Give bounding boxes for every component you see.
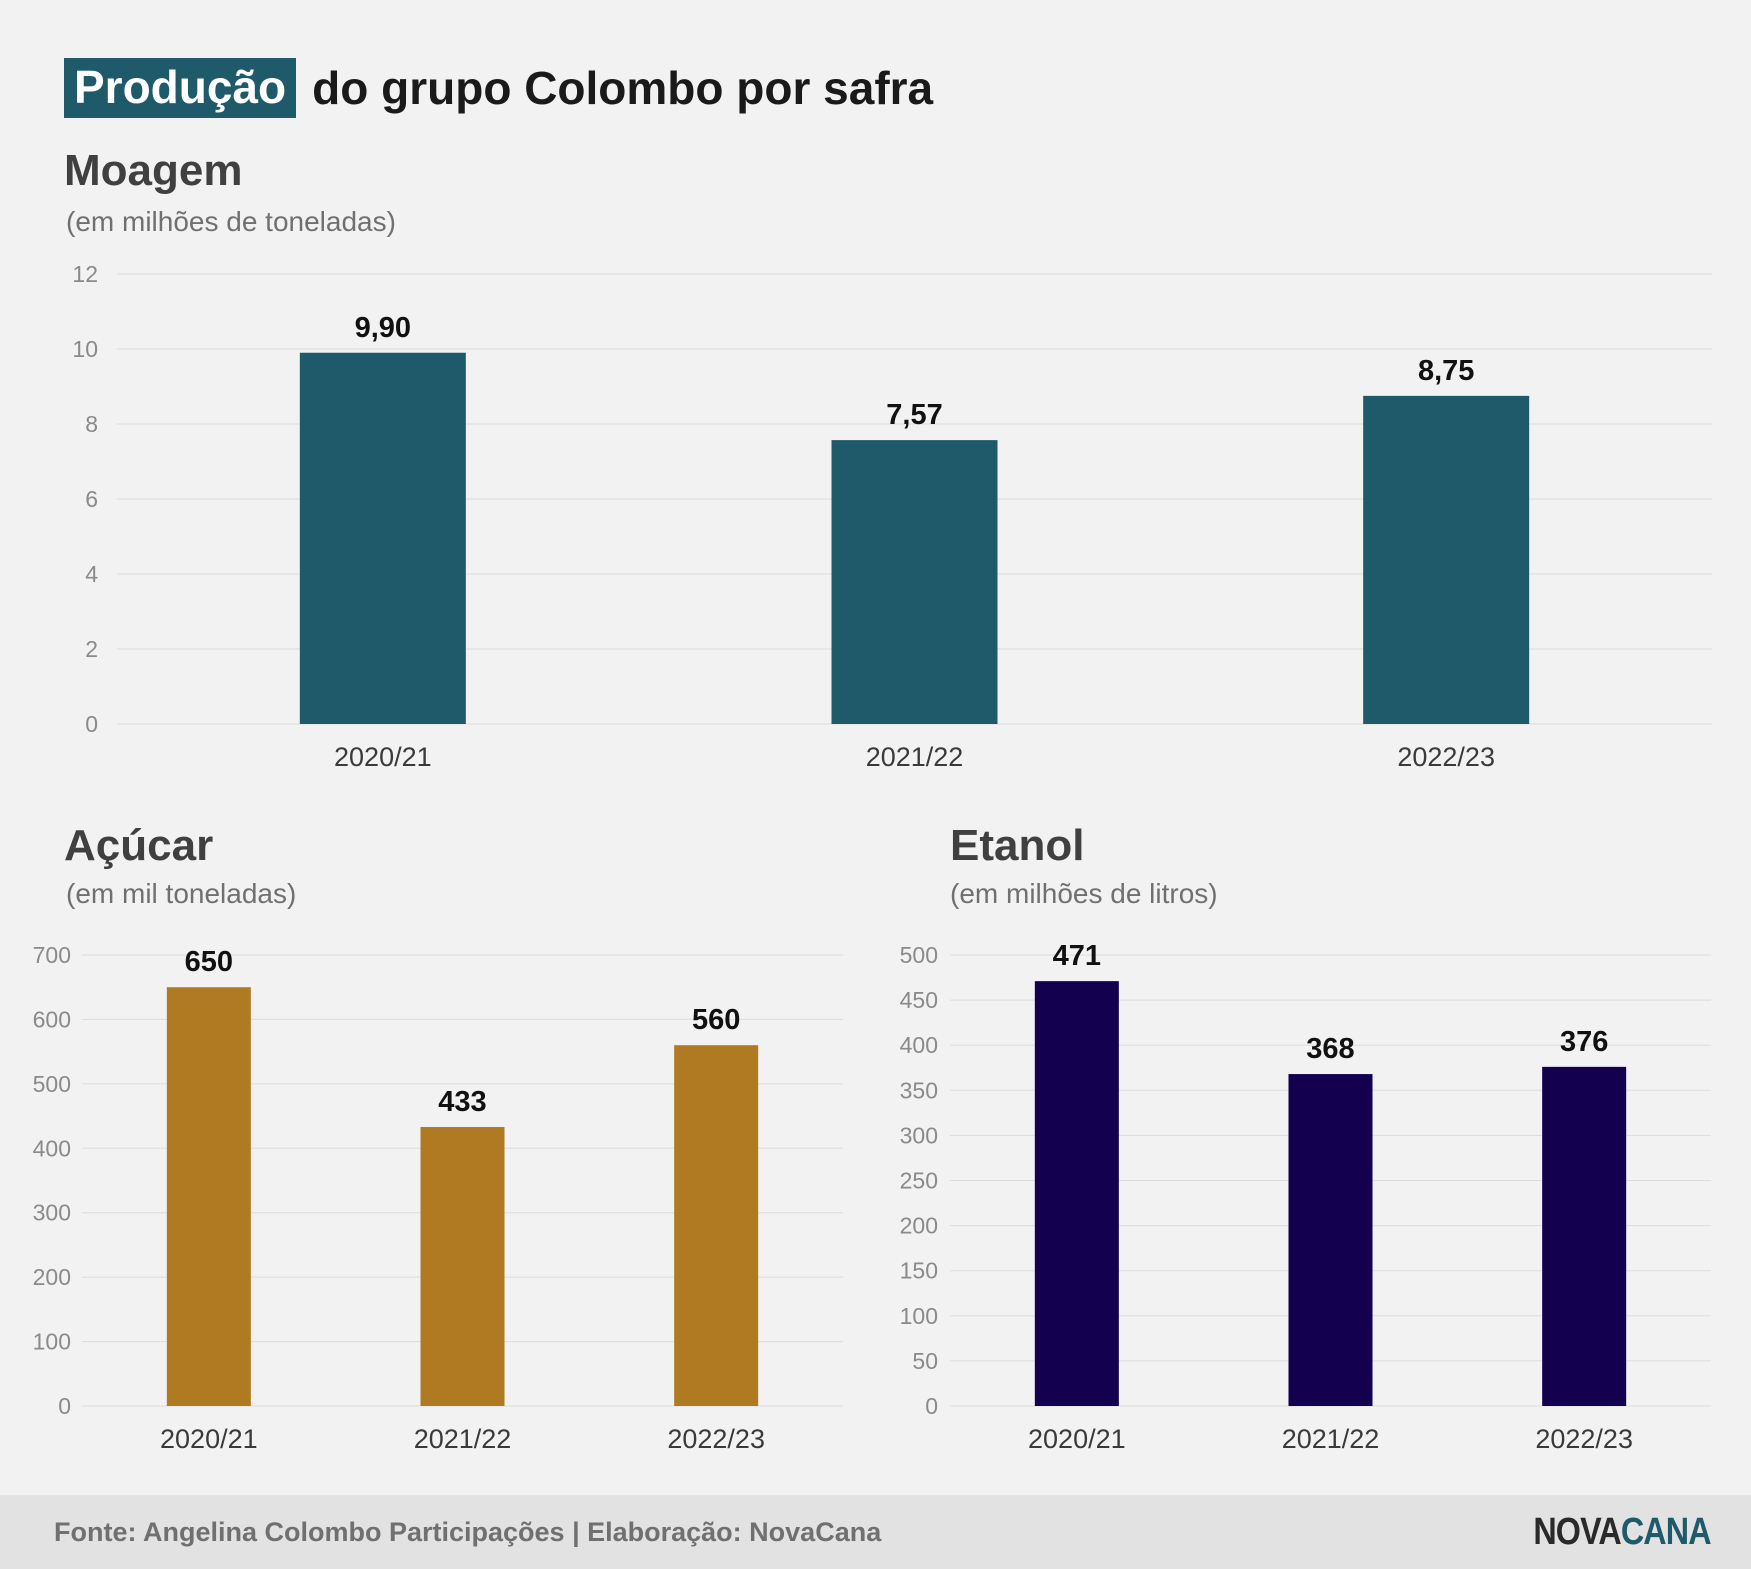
moagem-y-tick-label: 6 [85, 486, 98, 512]
etanol-y-tick-label: 50 [912, 1348, 938, 1374]
page-title: Produção do grupo Colombo por safra [64, 58, 933, 118]
acucar-y-tick-label: 100 [33, 1329, 71, 1355]
title-rest: do grupo Colombo por safra [312, 62, 934, 114]
etanol-x-tick-label: 2021/22 [1282, 1424, 1380, 1454]
moagem-unit: (em milhões de toneladas) [66, 206, 396, 237]
moagem-y-tick-label: 0 [85, 711, 98, 737]
acucar-bar [674, 1045, 759, 1406]
etanol-value-label: 471 [1053, 940, 1101, 972]
etanol-x-tick-label: 2020/21 [1028, 1424, 1126, 1454]
footer: Fonte: Angelina Colombo Participações | … [0, 1495, 1751, 1569]
moagem-value-label: 9,90 [355, 312, 411, 344]
etanol-value-label: 376 [1560, 1026, 1608, 1058]
moagem-value-label: 8,75 [1418, 355, 1474, 387]
etanol-y-tick-label: 150 [900, 1258, 938, 1284]
acucar-y-tick-label: 0 [58, 1393, 71, 1419]
acucar-value-label: 650 [185, 946, 233, 978]
etanol-y-tick-label: 350 [900, 1077, 938, 1103]
etanol-value-label: 368 [1306, 1033, 1354, 1065]
moagem-bar [1363, 395, 1530, 724]
acucar-y-tick-label: 700 [33, 942, 71, 968]
novacana-logo: NOVACANA [1533, 1511, 1712, 1553]
acucar-x-tick-label: 2022/23 [667, 1424, 765, 1454]
acucar-bar [166, 987, 251, 1406]
etanol-y-tick-label: 250 [900, 1168, 938, 1194]
moagem-y-tick-label: 10 [72, 336, 98, 362]
acucar-x-tick-label: 2021/22 [414, 1424, 512, 1454]
acucar-y-tick-label: 600 [33, 1006, 71, 1032]
etanol-bar [1034, 981, 1119, 1406]
moagem-title: Moagem [64, 146, 243, 195]
title-highlight: Produção [64, 58, 297, 118]
moagem-y-tick-label: 4 [85, 561, 98, 587]
acucar-x-tick-label: 2020/21 [160, 1424, 258, 1454]
etanol-y-tick-label: 450 [900, 987, 938, 1013]
acucar-y-tick-label: 300 [33, 1200, 71, 1226]
etanol-y-tick-label: 500 [900, 942, 938, 968]
acucar-bar [420, 1127, 505, 1406]
acucar-value-label: 433 [438, 1086, 486, 1118]
moagem-y-tick-label: 2 [85, 636, 98, 662]
moagem-x-tick-label: 2022/23 [1397, 742, 1495, 772]
etanol-y-tick-label: 300 [900, 1122, 938, 1148]
moagem-y-tick-label: 8 [85, 411, 98, 437]
etanol-y-tick-label: 100 [900, 1303, 938, 1329]
etanol-title: Etanol [950, 821, 1085, 870]
acucar-y-tick-label: 200 [33, 1264, 71, 1290]
etanol-y-tick-label: 0 [925, 1393, 938, 1419]
etanol-unit: (em milhões de litros) [950, 878, 1218, 909]
etanol-y-tick-label: 200 [900, 1213, 938, 1239]
acucar-title: Açúcar [64, 821, 214, 870]
acucar-value-label: 560 [692, 1004, 740, 1036]
moagem-bar [831, 440, 998, 724]
etanol-bar [1542, 1066, 1627, 1406]
etanol-y-tick-label: 400 [900, 1032, 938, 1058]
moagem-y-tick-label: 12 [72, 261, 98, 287]
source-text: Fonte: Angelina Colombo Participações | … [54, 1517, 882, 1547]
acucar-y-tick-label: 500 [33, 1071, 71, 1097]
acucar-unit: (em mil toneladas) [66, 878, 297, 909]
acucar-y-tick-label: 400 [33, 1135, 71, 1161]
moagem-value-label: 7,57 [886, 399, 942, 431]
etanol-bar [1288, 1074, 1373, 1406]
etanol-x-tick-label: 2022/23 [1535, 1424, 1633, 1454]
moagem-bar [299, 352, 466, 724]
moagem-x-tick-label: 2021/22 [866, 742, 964, 772]
moagem-x-tick-label: 2020/21 [334, 742, 432, 772]
